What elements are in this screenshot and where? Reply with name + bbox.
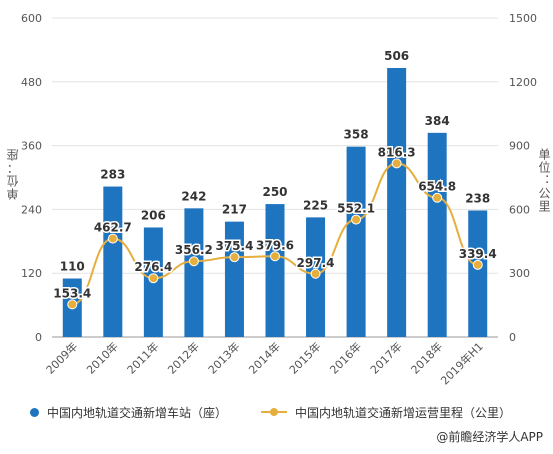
bar-value-label: 217 [222,203,247,217]
x-tick-label: 2011年 [124,339,161,376]
line-point [229,252,240,263]
x-tick-label: 2016年 [327,339,364,376]
y-right-tick-label: 600 [509,203,530,216]
line-value-label: 297.4 [297,256,335,270]
y-left-tick-label: 360 [21,140,42,153]
line-value-label: 375.4 [215,239,253,253]
legend-label-mileage: 中国内地轨道交通新增运营里程（公里） [295,405,512,420]
legend: 中国内地轨道交通新增车站（座） 中国内地轨道交通新增运营里程（公里） [30,402,530,422]
x-tick-label: 2017年 [367,339,404,376]
line-value-label: 356.2 [175,243,213,257]
line-point [432,192,443,203]
y-axis-right-label: 单位：公里 [537,148,551,213]
x-tick-label: 2009年 [43,339,80,376]
series-line [72,162,478,306]
x-tick-label: 2013年 [205,339,242,376]
line-value-label: 339.4 [459,247,497,261]
line-value-label: 462.7 [94,221,132,235]
line-point [391,158,402,169]
line-value-label: 816.3 [378,145,416,159]
y-left-tick-label: 240 [21,203,42,216]
x-tick-label: 2012年 [165,339,202,376]
legend-label-stations: 中国内地轨道交通新增车站（座） [47,405,228,420]
line-value-label: 276.4 [134,260,172,274]
y-right-tick-label: 300 [509,267,530,280]
y-left-tick-label: 120 [21,267,42,280]
line-point [67,299,78,310]
line-point [107,233,118,244]
legend-line-swatch [261,407,288,417]
y-right-tick-label: 0 [509,331,516,344]
bar [387,67,407,337]
y-axis-left-label: 单位：座 [6,148,20,200]
x-tick-label: 2019年H1 [438,339,486,387]
bar [103,186,123,337]
line-point [188,256,199,267]
y-right-tick-label: 1200 [509,76,537,89]
line-point [472,259,483,270]
line-value-label: 153.4 [53,286,91,300]
bar-value-label: 506 [384,49,409,63]
legend-item-stations: 中国内地轨道交通新增车站（座） [30,404,227,421]
bar-value-label: 206 [141,208,166,222]
bar-value-label: 242 [181,189,206,203]
y-left-tick-label: 480 [21,76,42,89]
bar [427,132,447,337]
line-value-label: 654.8 [418,180,456,194]
y-left-tick-label: 0 [35,331,42,344]
bar [265,204,285,337]
line-point [351,214,362,225]
legend-item-mileage: 中国内地轨道交通新增运营里程（公里） [261,404,511,421]
bar-value-label: 283 [100,168,125,182]
line-point [310,268,321,279]
bar-value-label: 110 [60,260,85,274]
bar [468,210,488,337]
x-tick-label: 2015年 [286,339,323,376]
bar [346,146,366,337]
source-credit: @前瞻经济学人APP [436,430,543,444]
x-tick-label: 2018年 [408,339,445,376]
line-point [148,273,159,284]
bar [184,208,204,337]
bar-value-label: 238 [465,191,490,205]
legend-bar-swatch [30,407,39,417]
x-tick-label: 2014年 [246,339,283,376]
bar-value-label: 358 [344,128,369,142]
line-value-label: 552.1 [337,202,375,216]
line-point [270,251,280,262]
bar [224,221,244,337]
y-right-tick-label: 900 [509,140,530,153]
x-tick-label: 2010年 [83,339,120,376]
bar-value-label: 384 [425,114,450,128]
line-value-label: 379.6 [256,238,294,252]
y-left-tick-label: 600 [21,12,42,25]
y-right-tick-label: 1500 [509,12,537,25]
bar-value-label: 250 [262,185,287,199]
bar-value-label: 225 [303,198,328,212]
